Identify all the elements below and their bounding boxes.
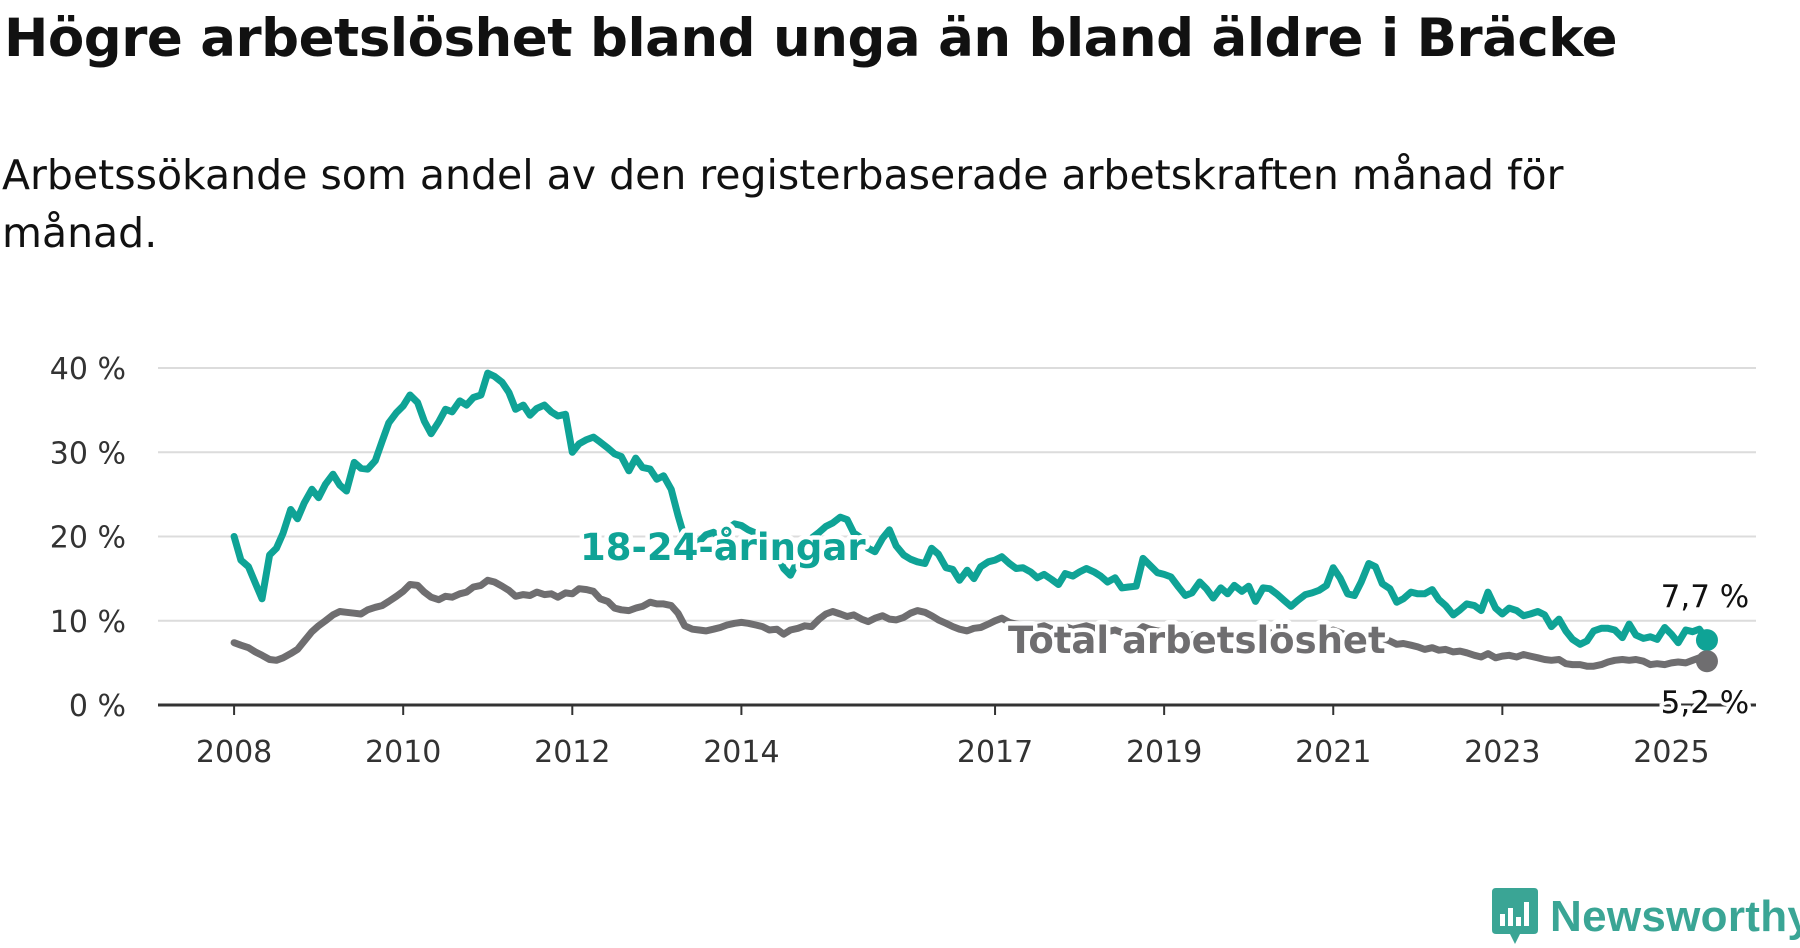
x-axis-tick-labels: 2008 2010 2012 2014 2017 2019 2021 2023 2025 (196, 705, 1710, 770)
series-end-point-0 (1695, 629, 1718, 652)
x-tick-label: 2010 (365, 735, 441, 770)
y-tick-label: 40 % (50, 352, 126, 387)
chart-subtitle: Arbetssökande som andel av den registerb… (2, 151, 1564, 257)
series-end-point-1 (1695, 650, 1718, 673)
x-tick-label: 2008 (196, 735, 272, 770)
x-tick-label: 2014 (703, 735, 779, 770)
chart-title: Högre arbetslöshet bland unga än bland ä… (4, 8, 1618, 69)
x-tick-label: 2021 (1295, 735, 1371, 770)
gridlines (158, 367, 1756, 707)
x-tick-label: 2025 (1633, 735, 1709, 770)
y-tick-label: 20 % (50, 521, 126, 556)
series-line-1 (230, 576, 1711, 670)
x-tick-label: 2012 (534, 735, 610, 770)
x-tick-label: 2019 (1126, 735, 1202, 770)
y-tick-label: 30 % (50, 436, 126, 471)
y-tick-label: 10 % (50, 605, 126, 640)
series-lines (230, 369, 1718, 673)
y-axis-tick-labels: 0 % 10 % 20 % 30 % 40 % (50, 352, 126, 724)
series-name-label: Total arbetslöshet (1008, 619, 1386, 662)
newsworthy-logo-icon (1492, 888, 1538, 944)
series-name-label: 18-24-åringar (580, 526, 866, 569)
newsworthy-logo-text: Newsworthy (1550, 892, 1800, 941)
series-end-value-label: 7,7 % (1661, 579, 1750, 615)
y-tick-label: 0 % (69, 689, 126, 724)
newsworthy-logo: Newsworthy (1490, 888, 1800, 946)
series-end-value-label: 5,2 % (1661, 685, 1750, 721)
series-labels: 18-24-åringar 7,7 % Total arbetslöshet 5,2 … (576, 522, 1753, 725)
x-tick-label: 2023 (1464, 735, 1540, 770)
series-line-0 (230, 369, 1711, 648)
x-tick-label: 2017 (957, 735, 1033, 770)
